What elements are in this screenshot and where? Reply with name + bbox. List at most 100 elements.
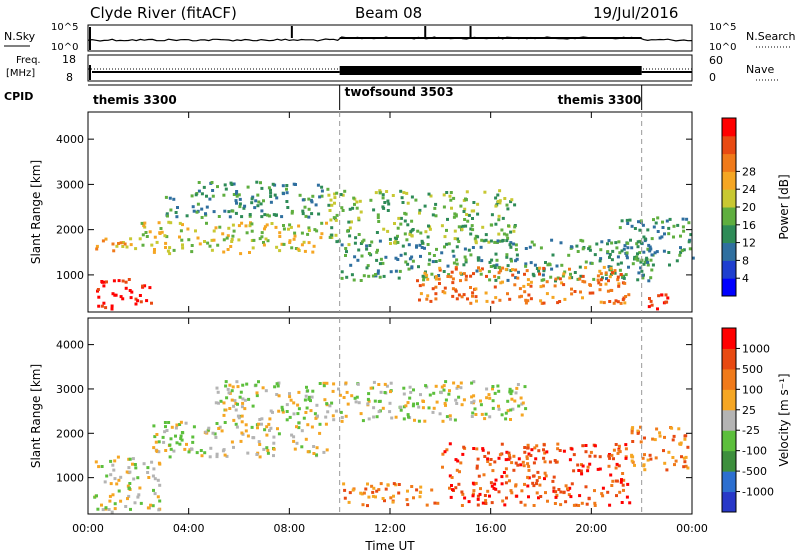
heatmap-cell bbox=[344, 254, 347, 257]
heatmap-cell bbox=[667, 226, 671, 230]
heatmap-cell bbox=[288, 239, 292, 243]
heatmap-cell bbox=[234, 402, 238, 405]
heatmap-cell bbox=[447, 392, 451, 396]
heatmap-cell bbox=[509, 241, 513, 245]
heatmap-cell bbox=[684, 464, 688, 468]
heatmap-cell bbox=[292, 412, 296, 416]
heatmap-cell bbox=[625, 251, 629, 255]
heatmap-cell bbox=[375, 250, 379, 254]
heatmap-cell bbox=[451, 249, 455, 253]
heatmap-cell bbox=[343, 496, 347, 500]
heatmap-cell bbox=[366, 397, 370, 401]
heatmap-cell bbox=[509, 230, 513, 234]
heatmap-cell bbox=[643, 260, 647, 264]
heatmap-cell bbox=[290, 246, 294, 250]
heatmap-cell bbox=[405, 498, 409, 502]
heatmap-cell bbox=[459, 461, 463, 465]
heatmap-cell bbox=[620, 478, 623, 482]
heatmap-cell bbox=[269, 409, 273, 413]
heatmap-cell bbox=[557, 488, 561, 491]
heatmap-cell bbox=[401, 201, 405, 204]
heatmap-cell bbox=[154, 440, 158, 444]
heatmap-cell bbox=[441, 290, 445, 294]
heatmap-cell bbox=[105, 280, 108, 284]
heatmap-cell bbox=[306, 232, 310, 236]
heatmap-cell bbox=[463, 247, 467, 251]
heatmap-cell bbox=[308, 395, 311, 399]
heatmap-cell bbox=[112, 249, 116, 253]
heatmap-cell bbox=[307, 397, 311, 401]
heatmap-cell bbox=[408, 257, 412, 261]
heatmap-cell bbox=[165, 235, 169, 239]
heatmap-cell bbox=[302, 416, 306, 420]
heatmap-cell bbox=[255, 391, 259, 395]
heatmap-cell bbox=[277, 381, 281, 385]
heatmap-cell bbox=[119, 241, 123, 245]
heatmap-cell bbox=[523, 503, 527, 507]
heatmap-cell bbox=[424, 230, 428, 234]
heatmap-cell bbox=[667, 232, 671, 236]
heatmap-cell bbox=[489, 481, 493, 485]
heatmap-cell bbox=[691, 256, 695, 260]
heatmap-cell bbox=[376, 248, 379, 252]
heatmap-cell bbox=[518, 287, 522, 291]
heatmap-cell bbox=[381, 406, 385, 410]
heatmap-cell bbox=[232, 445, 235, 449]
heatmap-cell bbox=[509, 392, 513, 396]
heatmap-cell bbox=[168, 252, 172, 256]
heatmap-cell bbox=[142, 462, 146, 466]
heatmap-cell bbox=[514, 259, 518, 263]
heatmap-cell bbox=[226, 234, 230, 238]
heatmap-cell bbox=[261, 386, 265, 390]
heatmap-cell bbox=[315, 446, 319, 450]
heatmap-cell bbox=[588, 454, 592, 458]
heatmap-cell bbox=[512, 468, 516, 472]
heatmap-cell bbox=[554, 279, 557, 283]
heatmap-cell bbox=[125, 245, 129, 249]
heatmap-cell bbox=[119, 295, 123, 299]
heatmap-cell bbox=[285, 403, 289, 407]
heatmap-cell bbox=[476, 457, 480, 461]
heatmap-cell bbox=[600, 276, 604, 280]
heatmap-cell bbox=[417, 419, 421, 423]
heatmap-cell bbox=[638, 251, 642, 255]
heatmap-cell bbox=[506, 236, 510, 240]
heatmap-cell bbox=[519, 396, 523, 400]
heatmap-cell bbox=[102, 284, 106, 288]
heatmap-cell bbox=[250, 229, 254, 233]
heatmap-cell bbox=[240, 420, 244, 424]
heatmap-cell bbox=[263, 227, 266, 231]
heatmap-cell bbox=[303, 398, 307, 402]
heatmap-cell bbox=[426, 243, 430, 246]
heatmap-cell bbox=[134, 466, 138, 470]
heatmap-cell bbox=[514, 391, 518, 395]
heatmap-cell bbox=[121, 245, 125, 248]
heatmap-cell bbox=[515, 494, 519, 498]
heatmap-cell bbox=[607, 454, 611, 458]
heatmap-cell bbox=[394, 256, 398, 260]
heatmap-cell bbox=[648, 297, 651, 300]
heatmap-cell bbox=[437, 274, 441, 277]
heatmap-cell bbox=[353, 396, 357, 400]
heatmap-cell bbox=[608, 275, 612, 279]
heatmap-cell bbox=[487, 270, 491, 274]
heatmap-cell bbox=[460, 295, 464, 299]
heatmap-cell bbox=[568, 458, 572, 462]
heatmap-cell bbox=[515, 386, 519, 390]
heatmap-cell bbox=[665, 468, 669, 472]
heatmap-cell bbox=[119, 475, 123, 479]
heatmap-cell bbox=[504, 267, 508, 271]
heatmap-cell bbox=[413, 418, 416, 422]
heatmap-cell bbox=[471, 481, 475, 485]
heatmap-cell bbox=[377, 400, 381, 403]
heatmap-cell bbox=[340, 270, 344, 274]
heatmap-cell bbox=[292, 182, 296, 186]
heatmap-cell bbox=[427, 406, 431, 410]
heatmap-cell bbox=[610, 453, 614, 457]
heatmap-cell bbox=[168, 196, 172, 200]
colorbar-swatch bbox=[722, 471, 736, 493]
heatmap-cell bbox=[282, 224, 285, 227]
heatmap-cell bbox=[180, 438, 184, 442]
heatmap-cell bbox=[276, 384, 280, 388]
heatmap-cell bbox=[275, 393, 279, 396]
